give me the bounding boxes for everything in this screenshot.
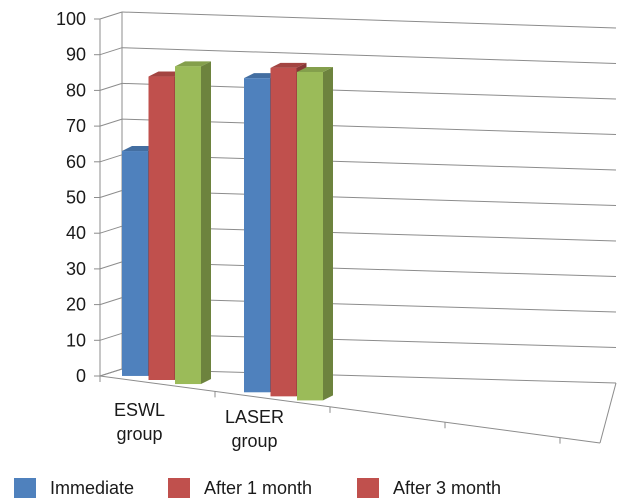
gridline-side <box>99 190 123 198</box>
x-category-label: group <box>231 431 277 451</box>
legend-item-after-1-month: After 1 month <box>168 478 312 498</box>
gridline-side <box>99 118 123 127</box>
bar-front <box>122 151 148 376</box>
gridline-side <box>99 332 123 341</box>
y-tick-label: 30 <box>66 259 86 279</box>
legend-label-immediate: Immediate <box>50 477 135 498</box>
x-category-label: ESWL <box>114 400 165 420</box>
floor-right-edge <box>599 382 617 444</box>
gridline-side <box>99 297 123 306</box>
gridline-side <box>99 11 123 20</box>
bar-front <box>297 71 323 401</box>
gridline-side <box>99 154 123 163</box>
x-axis-categories: ESWL group LASER group <box>114 400 284 451</box>
y-tick-label: 60 <box>66 152 86 172</box>
bar-side <box>201 61 211 385</box>
gridline <box>121 47 617 64</box>
floor-front-edge <box>99 375 601 444</box>
bar-front <box>148 76 175 380</box>
y-tick-label: 10 <box>66 330 86 350</box>
bar-side <box>323 66 333 401</box>
x-category-label: LASER <box>225 407 284 427</box>
y-tick-label: 20 <box>66 295 86 315</box>
legend-item-immediate: Immediate <box>14 478 134 498</box>
bar-front <box>244 78 270 393</box>
bar-top <box>297 66 333 72</box>
y-tick-label: 90 <box>66 45 86 65</box>
floor-left-edge <box>99 368 123 377</box>
y-tick-label: 0 <box>76 366 86 386</box>
legend-swatch-immediate <box>14 478 36 498</box>
gridline-side <box>99 225 123 234</box>
y-tick-label: 100 <box>56 9 86 29</box>
y-tick-label: 50 <box>66 188 86 208</box>
legend-swatch-after-1-month <box>168 478 190 498</box>
bar-after-3-month-0 <box>175 61 211 385</box>
gridline-side <box>99 82 123 91</box>
legend-swatch-after-3-month <box>357 478 379 498</box>
chart-bars <box>122 61 333 401</box>
legend-item-after-3-month: After 3 month <box>357 478 501 498</box>
chart-legend: Immediate After 1 month After 3 month <box>0 474 627 498</box>
bar-front <box>270 67 297 397</box>
y-tick-label: 80 <box>66 80 86 100</box>
gridline <box>121 11 617 29</box>
y-tick-label: 40 <box>66 223 86 243</box>
gridline-side <box>99 261 123 270</box>
bar-front <box>175 66 201 385</box>
x-category-label: group <box>116 424 162 444</box>
y-tick-label: 70 <box>66 116 86 136</box>
bar-top <box>270 62 307 68</box>
bar-after-3-month-1 <box>297 66 333 401</box>
gridline-side <box>99 47 123 56</box>
bar-top <box>175 61 211 67</box>
bar-chart: 0 10 20 30 40 50 60 70 80 90 100 ESWL group LASER gro… <box>56 9 617 451</box>
legend-label-after-1-month: After 1 month <box>204 477 313 498</box>
y-axis-ticks: 0 10 20 30 40 50 60 70 80 90 100 <box>56 9 100 386</box>
legend-label-after-3-month: After 3 month <box>393 477 502 498</box>
